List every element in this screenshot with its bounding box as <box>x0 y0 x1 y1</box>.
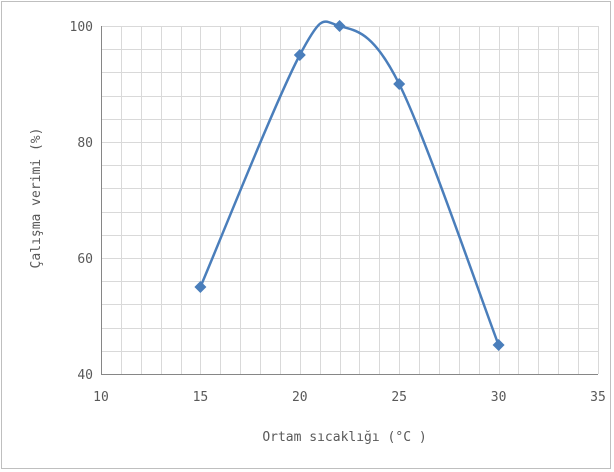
x-tick-label: 20 <box>292 390 308 405</box>
x-tick-label: 15 <box>193 390 209 405</box>
y-tick-label: 80 <box>77 136 93 151</box>
x-tick-label: 35 <box>590 390 606 405</box>
series-layer <box>194 20 505 351</box>
x-tick-label: 25 <box>391 390 407 405</box>
x-axis-title: Ortam sıcaklığı (°C ) <box>262 430 426 445</box>
x-tick-labels: 10 15 20 25 30 35 <box>93 390 606 405</box>
series-line <box>199 20 500 346</box>
axes <box>101 26 598 375</box>
data-point-marker <box>492 339 505 351</box>
data-point-marker <box>293 49 306 61</box>
y-axis-title: Çalışma verimi (%) <box>29 128 44 269</box>
y-tick-label: 40 <box>77 368 93 383</box>
y-tick-labels: 40 60 80 100 <box>70 20 93 383</box>
data-point-marker <box>333 20 346 32</box>
data-point-marker <box>393 78 406 90</box>
y-tick-label: 100 <box>70 20 93 35</box>
data-point-marker <box>194 281 207 293</box>
x-tick-label: 10 <box>93 390 109 405</box>
grid-lines <box>101 26 599 375</box>
x-tick-label: 30 <box>491 390 507 405</box>
y-tick-label: 60 <box>77 252 93 267</box>
